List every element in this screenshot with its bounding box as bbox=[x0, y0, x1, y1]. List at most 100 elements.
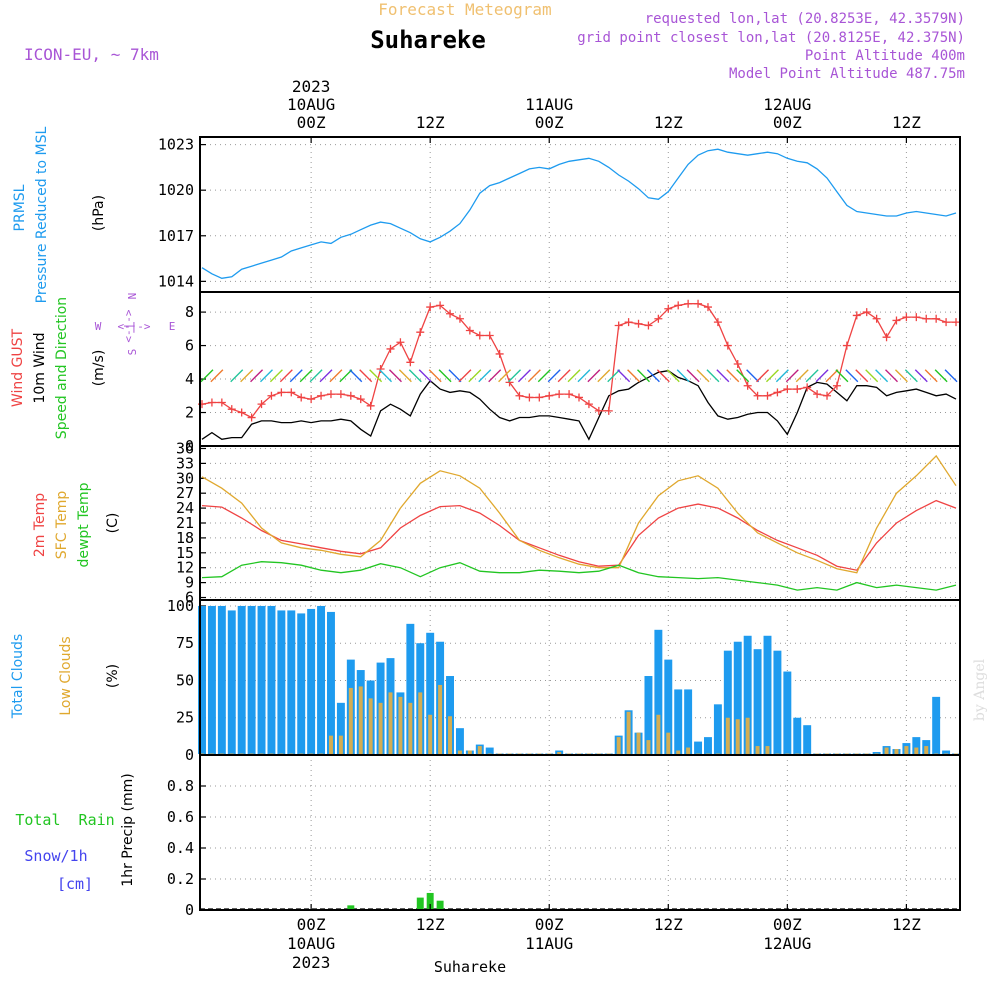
gust-point bbox=[713, 318, 722, 327]
ytick-label: 12 bbox=[176, 559, 194, 577]
wind-barb bbox=[676, 369, 690, 383]
compass-west: W bbox=[95, 320, 102, 333]
bottom-year-label: 2023 bbox=[292, 953, 331, 972]
wind-barb bbox=[775, 369, 789, 383]
total-cloud-bar bbox=[336, 702, 345, 754]
gust-point bbox=[446, 309, 455, 318]
low-cloud-bar bbox=[388, 692, 393, 754]
total-cloud-bar bbox=[247, 605, 256, 754]
wind-barb bbox=[279, 369, 293, 383]
gust-point bbox=[763, 391, 772, 400]
low-cloud-bar bbox=[914, 747, 919, 754]
wind-barb bbox=[547, 369, 561, 383]
footer-location: Suhareke bbox=[434, 958, 506, 976]
gust-point bbox=[694, 299, 703, 308]
clouds-unit: (%) bbox=[105, 664, 121, 688]
wind-barb bbox=[686, 369, 700, 383]
ytick-label: 0 bbox=[185, 437, 194, 455]
gust-point bbox=[594, 406, 603, 415]
wind-barb bbox=[537, 369, 551, 383]
wind-barb bbox=[825, 369, 839, 383]
gust-point bbox=[515, 391, 524, 400]
wind-barb bbox=[259, 369, 273, 383]
low-cloud-bar bbox=[348, 687, 353, 754]
total-cloud-bar bbox=[277, 610, 286, 754]
gust-point bbox=[733, 359, 742, 368]
gust-point bbox=[932, 314, 941, 323]
total-cloud-bar bbox=[455, 728, 464, 754]
panel-border bbox=[199, 754, 961, 911]
ytick-label: 0.2 bbox=[167, 870, 194, 888]
low-cloud-bar bbox=[557, 752, 562, 754]
rain-bar bbox=[426, 892, 434, 909]
low-cloud-bar bbox=[656, 714, 661, 754]
low-cloud-bar bbox=[467, 750, 472, 754]
wind-barb bbox=[468, 369, 482, 383]
wind-barb bbox=[230, 369, 244, 383]
gust-point bbox=[634, 319, 643, 328]
gust-point bbox=[416, 328, 425, 337]
wind-barb bbox=[508, 369, 522, 383]
bottom-time-label: 00Z bbox=[535, 915, 564, 934]
gust-point bbox=[584, 400, 593, 409]
top-time-label: 12Z bbox=[416, 113, 445, 132]
low-cloud-bar bbox=[338, 735, 343, 754]
gust-point bbox=[406, 358, 415, 367]
total-cloud-bar bbox=[743, 635, 752, 754]
wind-barb bbox=[815, 369, 829, 383]
low-cloud-bar bbox=[616, 737, 621, 754]
gridpoint-coords: grid point closest lon,lat (20.8125E, 42… bbox=[577, 30, 965, 46]
ytick-label: 8 bbox=[185, 303, 194, 321]
wind-barb bbox=[736, 369, 750, 383]
wind-barb bbox=[557, 369, 571, 383]
total-cloud-bar bbox=[872, 752, 881, 754]
gust-point bbox=[366, 401, 375, 410]
wind-barb bbox=[904, 369, 918, 383]
wind-barb bbox=[875, 369, 889, 383]
total-clouds-label: Total Clouds bbox=[10, 634, 26, 719]
total-cloud-bar bbox=[307, 608, 316, 754]
wind-barb bbox=[221, 370, 233, 382]
bottom-time-label: 12Z bbox=[416, 915, 445, 934]
gust-point bbox=[455, 314, 464, 323]
wind-barb bbox=[934, 369, 948, 383]
ytick-label: 1014 bbox=[158, 272, 194, 290]
gust-point bbox=[952, 318, 960, 327]
compass-arrow-v: <-|-> bbox=[122, 309, 135, 342]
ytick-label: 2 bbox=[185, 404, 194, 422]
low-cloud-bar bbox=[626, 711, 631, 754]
panel-2: 0 2 4 6 8 bbox=[185, 292, 960, 455]
low-cloud-bar bbox=[676, 750, 681, 754]
gust-point bbox=[535, 393, 544, 402]
ytick-label: 0.4 bbox=[167, 839, 194, 857]
ytick-label: 6 bbox=[185, 589, 194, 607]
wind-barb bbox=[944, 369, 958, 383]
ytick-label: 0.6 bbox=[167, 808, 194, 826]
wind-barb bbox=[716, 369, 730, 383]
wind-barb bbox=[339, 369, 353, 383]
gust-point bbox=[465, 326, 474, 335]
pressure-line bbox=[201, 148, 957, 279]
ytick-label: 0 bbox=[185, 901, 194, 919]
total-cloud-bar bbox=[674, 689, 683, 754]
gust-point bbox=[346, 391, 355, 400]
low-cloud-bar bbox=[418, 692, 423, 754]
wind-barb bbox=[835, 369, 849, 383]
rain-bar bbox=[347, 905, 355, 909]
gust-point bbox=[872, 314, 881, 323]
compass-rose: W <-|-> E <-|-> N S bbox=[95, 293, 176, 356]
dewpt-label: dewpt Temp bbox=[76, 482, 92, 567]
location-title: Suhareke bbox=[370, 26, 486, 54]
total-cloud-bar bbox=[426, 632, 435, 754]
low-cloud-bar bbox=[378, 702, 383, 754]
low-cloud-bar bbox=[894, 749, 899, 754]
low-cloud-bar bbox=[438, 684, 443, 754]
total-cloud-bar bbox=[227, 610, 236, 754]
wind-barb bbox=[627, 369, 641, 383]
gust-point bbox=[942, 318, 951, 327]
gust-point bbox=[207, 398, 216, 407]
wind-barb bbox=[597, 369, 611, 383]
gust-point bbox=[545, 391, 554, 400]
rain-bar bbox=[436, 900, 444, 909]
